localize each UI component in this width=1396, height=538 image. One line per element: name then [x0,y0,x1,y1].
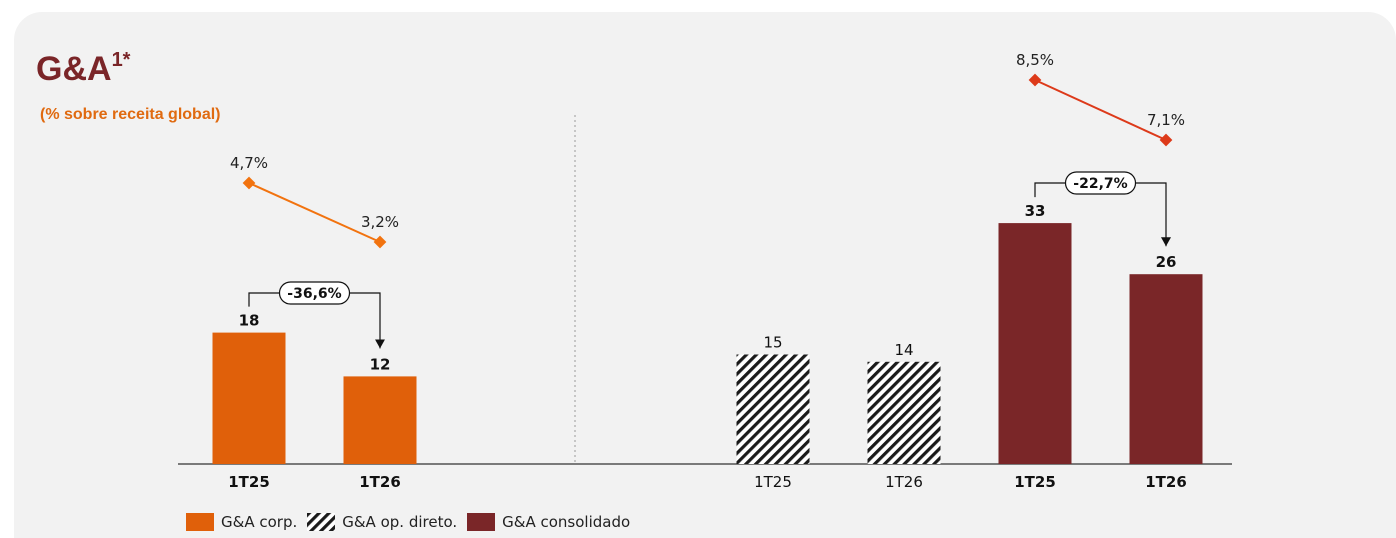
data-label-consolidado-1t26: 26 [1156,253,1177,271]
chart-title: G&A1* [36,50,130,86]
legend-item-consolidado: G&A consolidado [467,513,630,531]
chart-subtitle: (% sobre receita global) [40,106,221,123]
bar-corp-1t25 [212,332,286,464]
change-arrow-consolidado [1135,182,1171,247]
pct-line-consolidado [1034,79,1167,141]
data-label-corp-1t26: 12 [370,355,391,373]
bar-consolidado-1t25 [998,223,1072,464]
change-bracket-left-consolidado [1034,182,1066,198]
pct-line-corp [248,182,381,243]
legend-swatch-consolidado [467,513,496,531]
chart-legend: G&A corp. G&A op. direto. G&A consolidad… [186,513,640,531]
change-bracket-left-corp [248,292,280,307]
pct-marker-corp-1t26 [373,235,387,249]
pct-label-consolidado-1t25: 8,5% [1016,51,1054,69]
legend-label-corp: G&A corp. [221,513,298,531]
title-text: G&A [36,50,112,88]
legend-swatch-corp [186,513,214,531]
legend-item-op-direto: G&A op. direto. [307,513,457,531]
pct-label-corp-1t25: 4,7% [230,154,268,172]
change-label-corp: -36,6% [287,286,341,302]
x-tick-corp-1t26: 1T26 [359,473,401,491]
title-superscript: 1* [111,49,131,71]
data-label-corp-1t25: 18 [239,312,260,330]
x-tick-consolidado-1t26: 1T26 [1145,473,1187,491]
pct-label-corp-1t26: 3,2% [361,213,399,231]
x-tick-corp-1t25: 1T25 [228,473,270,491]
pct-marker-consolidado-1t25 [1028,73,1042,87]
bar-op-direto-1t26 [867,361,941,464]
legend-item-corp: G&A corp. [186,513,297,531]
data-label-op-direto-1t25: 15 [763,334,782,352]
legend-label-op-direto: G&A op. direto. [342,513,458,531]
data-label-consolidado-1t25: 33 [1025,202,1046,220]
x-tick-op-direto-1t26: 1T26 [885,473,923,491]
x-tick-op-direto-1t25: 1T25 [754,473,792,491]
bar-op-direto-1t25 [736,354,810,464]
change-label-consolidado: -22,7% [1073,176,1127,192]
pct-marker-consolidado-1t26 [1159,133,1173,147]
bar-corp-1t26 [343,376,417,464]
pct-label-consolidado-1t26: 7,1% [1147,111,1185,129]
change-pill-consolidado [1064,171,1137,195]
data-label-op-direto-1t26: 14 [894,341,913,359]
change-pill-corp [278,281,351,305]
legend-swatch-hatch [307,513,336,531]
pct-marker-corp-1t25 [242,176,256,190]
bar-consolidado-1t26 [1129,274,1203,464]
change-arrow-corp [349,292,385,349]
x-tick-consolidado-1t25: 1T25 [1014,473,1056,491]
legend-label-consolidado: G&A consolidado [502,513,631,531]
